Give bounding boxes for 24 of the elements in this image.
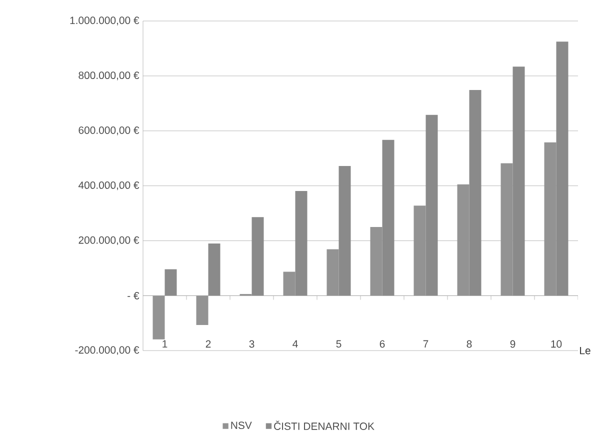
legend-label: ČISTI DENARNI TOK [274,420,374,430]
y-tick-label: 600.000,00 € [78,126,140,136]
x-axis-title: Le [580,346,590,354]
x-tick-label: 4 [292,340,298,348]
bar [196,296,208,326]
y-tick-label: -200.000,00 € [75,346,140,355]
bar [208,243,220,296]
x-tick-label: 1 [162,340,168,348]
x-tick-label: 8 [466,340,472,348]
y-tick-label: 800.000,00 € [78,72,140,80]
y-tick-label: - € [128,292,140,300]
x-tick-label: 7 [423,340,428,348]
x-tick-label: 5 [336,340,342,348]
x-tick-label: 6 [380,340,385,348]
bar [152,296,165,340]
x-tick-label: 2 [206,340,211,348]
y-tick-label: 1.000.000,00 € [70,16,140,26]
x-tick-label: 9 [510,340,516,348]
bar [164,269,177,296]
x-tick-label: 3 [249,340,254,348]
y-tick-label: 400.000,00 € [78,181,140,190]
y-tick-label: 200.000,00 € [78,236,140,246]
x-tick-label: 10 [551,340,562,348]
legend-label: NSV [231,422,252,430]
